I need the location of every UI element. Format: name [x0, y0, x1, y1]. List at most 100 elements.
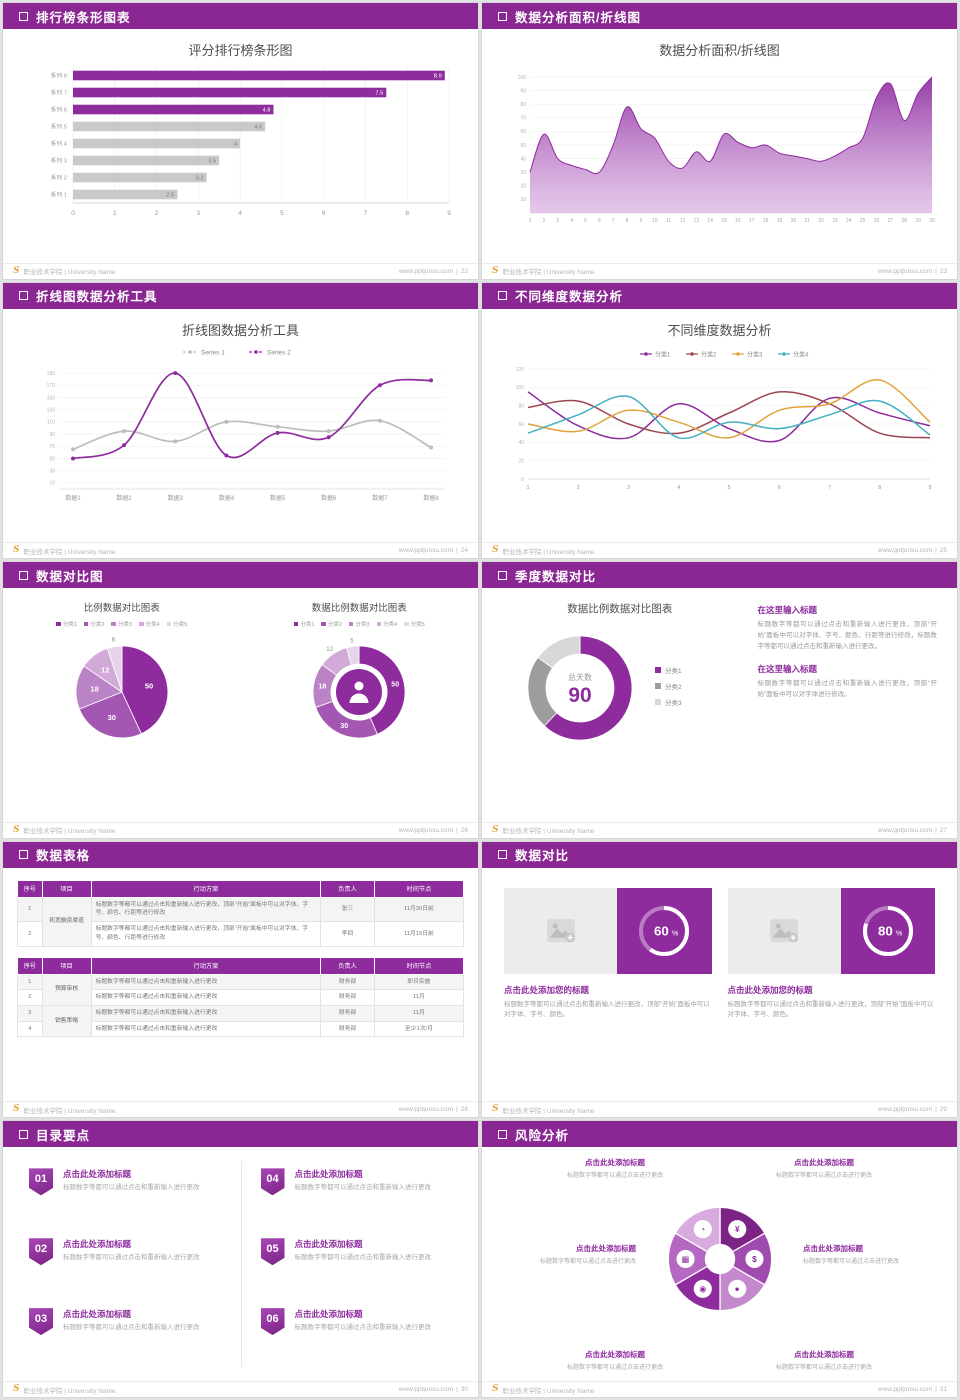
svg-text:分类3: 分类3: [665, 698, 682, 707]
brand-logo-icon: S: [492, 545, 499, 556]
legend-item: 分类1: [56, 620, 77, 628]
footer-university: 职业技术学院 | University Name: [502, 1107, 595, 1115]
svg-text:20: 20: [518, 458, 524, 464]
svg-text:6: 6: [597, 218, 600, 224]
footer-university: 职业技术学院 | University Name: [502, 1387, 595, 1395]
footer-university: 职业技术学院 | University Name: [23, 269, 116, 277]
legend-swatch: [139, 621, 144, 627]
svg-text:12: 12: [327, 647, 334, 653]
slide-body: 序号 项目 行动方案 负责人 时间节点 1 拓宽融资渠道标题数字等都可以通过点击和重新输入进…: [3, 868, 478, 1102]
block-title: 在这里输入标题: [757, 664, 818, 675]
table-cell: 标题数字等都可以通过点击和重新输入进行更改: [90, 989, 322, 1006]
svg-text:12: 12: [679, 218, 685, 224]
picture-icon: [770, 919, 799, 943]
multi-line-chart: 0 20 40 60 80 100 120 1 2 3 4 5 6 7 8 9 分类1 分类2 分类3 分类4: [515, 350, 931, 491]
svg-text:系列 5: 系列 5: [50, 123, 66, 131]
slide-body: 评分排行榜条形图 0 1 2 3 4 5 6 7 8 9 系列 8 8.9 系列 7 7.5 系列 6 4.8…: [3, 29, 478, 263]
svg-text:26: 26: [873, 218, 879, 224]
slide-area-chart: 数据分析面积/折线图 数据分析面积/折线图 10 20 30 40 50 60 70 80 90…: [482, 3, 957, 279]
slide-header: 数据分析面积/折线图: [482, 3, 957, 29]
slide-header: 目录要点: [3, 1121, 478, 1148]
legend-item: 分类5: [166, 620, 187, 628]
toc-grid: 01 点击此处添加标题 标题数字等都可以通过点击和重新输入进行更改 02 点击此处添加标…: [3, 1147, 478, 1381]
svg-text:系列 7: 系列 7: [50, 89, 66, 97]
header-square-icon: [498, 570, 507, 580]
svg-text:4.6: 4.6: [254, 125, 262, 131]
item-number-badge: 06: [260, 1308, 285, 1336]
table-header-row: 序号 项目 行动方案 负责人 时间节点: [17, 879, 465, 898]
footer-site: www.pptjunsu.com | 29: [878, 1106, 947, 1113]
slide-ranking-bar-chart: 排行榜条形图表 评分排行榜条形图 0 1 2 3 4 5 6 7 8 9 系列 8 8.9 系列 7 7.…: [3, 3, 478, 279]
footer-site: www.pptjunsu.com | 24: [399, 547, 468, 554]
table-cell: 拓宽融资渠道: [41, 896, 92, 947]
svg-text:20: 20: [520, 184, 526, 190]
svg-text:8.9: 8.9: [433, 74, 441, 80]
chart-title: 数据分析面积/折线图: [659, 43, 780, 58]
table-cell: 财务部: [320, 1020, 375, 1038]
table-cell: 1: [17, 973, 43, 991]
svg-text:4: 4: [677, 485, 680, 491]
block-title: 点击此处添加标题: [576, 1244, 636, 1254]
svg-text:110: 110: [47, 419, 55, 425]
slide-header-title: 不同维度数据分析: [515, 290, 624, 305]
chart-title: 折线图数据分析工具: [181, 322, 299, 338]
slide-footer: S 职业技术学院 | University Name www.pptjunsu.…: [3, 821, 478, 838]
footer-university: 职业技术学院 | University Name: [23, 828, 116, 836]
chart-title: 评分排行榜条形图: [188, 43, 293, 58]
brand-logo-icon: S: [13, 1104, 20, 1115]
slide-header-title: 风险分析: [515, 1128, 570, 1143]
table-cell: 李四: [320, 921, 375, 947]
svg-text:12: 12: [101, 666, 109, 675]
toc-item: 05 点击此处添加标题 标题数字等都可以通过点击和重新输入进行更改: [260, 1231, 453, 1301]
svg-text:10: 10: [520, 197, 526, 203]
item-number-badge: 01: [29, 1168, 53, 1196]
presenter-icon: [336, 669, 383, 716]
svg-text:24: 24: [846, 218, 852, 224]
svg-text:16: 16: [735, 218, 741, 224]
svg-text:Series 2: Series 2: [267, 349, 291, 356]
svg-text:3: 3: [556, 218, 559, 224]
svg-text:14: 14: [707, 218, 713, 224]
svg-text:5: 5: [727, 485, 730, 491]
pie-panel: 比例数据对比图表 分类1 分类2 分类3 分类4 分类5 50 30 18 12 6: [3, 588, 241, 822]
text-column: 在这里输入标题 标题数字等都可以通过点击和重新输入进行更改，顶部“开始”面板中可…: [758, 588, 958, 822]
svg-text:数据1: 数据1: [65, 494, 81, 502]
item-desc: 标题数字等都可以通过点击和重新输入进行更改: [63, 1184, 200, 1192]
svg-text:▦: ▦: [681, 1255, 689, 1264]
page-number: 30: [460, 1386, 468, 1393]
legend-item: 分类5: [404, 620, 425, 628]
slide-footer: S 职业技术学院 | University Name www.pptjunsu.…: [482, 262, 957, 279]
slide-footer: S 职业技术学院 | University Name www.pptjunsu.…: [482, 821, 957, 838]
slide-header-title: 季度数据对比: [515, 569, 597, 584]
item-desc: 标题数字等都可以通过点击和重新输入进行更改: [63, 1254, 200, 1262]
svg-text:数据2: 数据2: [116, 494, 132, 502]
legend-swatch: [83, 621, 89, 627]
svg-text:28: 28: [901, 218, 907, 224]
legend-swatch: [376, 621, 382, 627]
data-table: 序号 项目 行动方案 负责人 时间节点 1 预算审核 标题数字等都可以通过点击和重新输入进行更…: [17, 956, 465, 1038]
svg-text:21: 21: [804, 218, 810, 224]
svg-text:分类1: 分类1: [655, 350, 671, 358]
footer-separator: |: [935, 547, 937, 555]
svg-text:15: 15: [721, 218, 727, 224]
brand-logo-icon: S: [492, 1384, 499, 1394]
slide-footer: S 职业技术学院 | University Name www.pptjunsu.…: [482, 1381, 957, 1397]
block-text: 标题数字等都可以通过点击进行更改: [566, 1173, 663, 1180]
svg-text:数据7: 数据7: [372, 494, 388, 502]
footer-separator: |: [456, 826, 458, 834]
item-number-badge: 04: [260, 1168, 285, 1196]
footer-site: www.pptjunsu.com | 23: [878, 268, 947, 275]
svg-text:分类2: 分类2: [701, 350, 717, 358]
slide-body: 01 点击此处添加标题 标题数字等都可以通过点击和重新输入进行更改 02 点击此处添加标…: [3, 1147, 478, 1381]
svg-text:3.2: 3.2: [195, 176, 203, 182]
footer-url: www.pptjunsu.com: [398, 267, 454, 275]
risk-diagram-area: ¥ $ ● ◉ ▦ ◔ 点击此处添加标题 标题数字等都可以通过点击进行更改 点击此处添加标题标…: [482, 1147, 957, 1381]
svg-text:18: 18: [319, 684, 327, 691]
svg-text:40: 40: [518, 440, 524, 446]
svg-text:30: 30: [929, 218, 935, 224]
svg-text:90: 90: [520, 88, 526, 94]
svg-text:2.5: 2.5: [166, 193, 174, 199]
block-title: 点击此处添加标题: [585, 1350, 645, 1359]
item-title: 点击此处添加标题: [294, 1239, 363, 1250]
